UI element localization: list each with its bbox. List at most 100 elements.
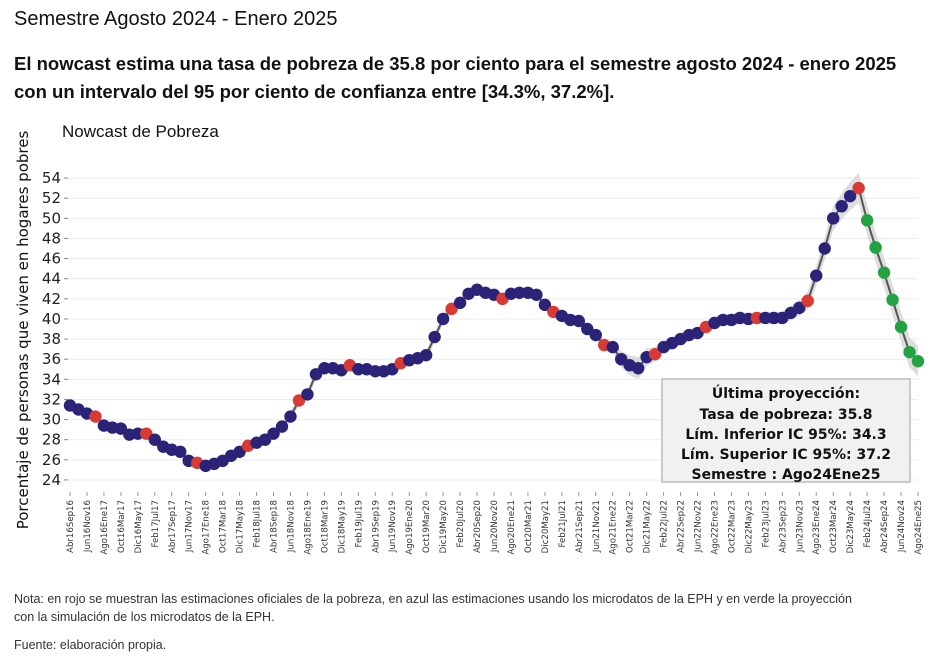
x-tick-label: Jun23Nov23 [795,500,805,553]
x-tick-label: Ago24Ene25 [914,500,924,555]
data-point-eph [369,365,382,378]
data-point-eph [835,200,848,213]
data-point-eph [530,288,543,301]
x-tick-label: Ago17Ene18 [202,500,212,555]
data-point-eph [419,348,433,362]
y-tick-label: 42 [42,290,61,308]
data-point-eph [513,286,526,299]
annotation-rate: Tasa de pobreza: 35.8 [700,407,873,423]
data-point-eph [301,388,314,401]
x-tick-label: Abr22Sep22 [677,500,687,553]
x-tick-label: Jun17Nov17 [185,500,195,553]
y-tick-label: 52 [42,189,61,207]
data-point-projection [886,293,899,307]
x-tick-label: Feb20Jul20 [456,500,466,547]
y-tick-label: 32 [42,390,61,408]
y-tick-label: 44 [42,270,61,288]
x-tick-label: Jun22Nov22 [694,500,704,553]
y-axis: 24 26 28 30 32 34 36 38 40 42 44 46 48 50 52 54 [42,169,68,489]
headline: El nowcast estima una tasa de pobreza de… [14,53,897,102]
x-tick-label: Ago20Ene21 [507,500,517,555]
data-point-eph [131,427,145,440]
x-tick-label: Abr24Sep24 [880,500,890,553]
x-tick-label: Oct23Mar24 [829,500,839,553]
x-tick-label: Dic19May20 [439,500,449,553]
x-tick-label: Dic21May22 [643,500,653,553]
x-tick-label: Abr18Sep18 [270,500,280,553]
y-tick-label: 24 [42,471,61,489]
chart-source: Fuente: elaboración propia. [14,638,167,652]
x-tick-label: Oct20Mar21 [524,500,534,553]
x-tick-label: Jun19Nov19 [388,500,398,553]
x-tick-label: Jun20Nov20 [490,500,500,553]
x-tick-label: Oct17Mar18 [219,500,229,553]
data-point-eph [810,269,823,282]
x-tick-label: Abr23Sep23 [778,500,788,553]
data-point-eph [843,189,857,203]
poverty-nowcast-chart: 24 26 28 30 32 34 36 38 40 42 44 46 48 50 52 54 Abr16Se… [14,131,925,555]
data-point-eph [267,427,280,440]
x-tick-label: Feb22Jul22 [660,500,670,547]
data-point-eph [793,301,806,315]
x-tick-label: Dic16May17 [134,500,144,553]
y-tick-label: 36 [42,350,61,368]
annotation-title: Última proyección: [712,384,860,402]
data-point-eph [284,410,297,423]
x-tick-label: Ago19Ene20 [405,500,415,555]
data-point-official [648,347,662,361]
data-point-eph [275,420,289,433]
x-tick-label: Oct21Mar22 [626,500,636,553]
x-tick-label: Abr16Sep16 [66,500,76,553]
y-tick-label: 48 [42,229,61,247]
annotation-semester: Semestre : Ago24Ene25 [692,467,881,483]
data-point-projection [869,241,882,254]
y-tick-label: 34 [42,370,61,388]
data-point-official [801,294,814,308]
data-point-eph [148,433,161,446]
y-tick-label: 54 [42,169,61,187]
data-point-eph [174,445,187,458]
point-layer [63,181,925,473]
data-point-eph [818,242,831,255]
x-tick-label: Abr17Sep17 [168,500,178,553]
data-point-eph [631,362,645,375]
x-tick-label: Jun16Nov16 [83,500,93,553]
annotation-upper-ci: Lím. Superior IC 95%: 37.2 [681,447,891,463]
x-tick-label: Jun24Nov24 [897,500,907,553]
data-point-eph [716,313,730,327]
data-point-official [852,181,865,195]
y-tick-label: 40 [42,310,61,328]
x-tick-label: Oct18Mar19 [320,500,330,553]
x-tick-label: Ago16Ene17 [100,500,110,555]
data-point-eph [759,311,772,325]
data-point-eph [572,314,585,328]
y-tick-label: 38 [42,330,61,348]
data-point-projection [877,266,891,279]
x-tick-label: Abr20Sep20 [473,500,483,553]
x-tick-label: Feb23Jul23 [761,500,771,547]
x-tick-label: Dic17May18 [236,500,246,553]
data-point-eph [827,212,840,225]
data-point-eph [767,311,781,325]
data-point-projection [894,320,908,334]
x-tick-label: Abr21Sep21 [575,500,585,553]
data-point-official [89,410,102,423]
x-tick-label: Ago23Ene24 [812,500,822,555]
x-tick-label: Ago21Ene22 [609,500,619,555]
y-tick-label: 46 [42,250,61,268]
x-tick-label: Feb19Jul19 [354,500,364,547]
x-tick-label: Dic22May23 [744,500,754,553]
chart-title: Nowcast de Pobreza [62,122,219,141]
annotation-box [661,378,911,483]
y-tick-label: 28 [42,431,61,449]
page-title: Semestre Agosto 2024 - Enero 2025 [14,8,338,30]
x-tick-label: Feb17Jul17 [151,500,161,547]
x-tick-label: Ago18Ene19 [303,500,313,555]
data-point-eph [428,330,441,344]
data-point-eph [436,312,450,326]
x-tick-label: Oct19Mar20 [422,500,432,553]
x-tick-label: Dic20May21 [541,500,551,553]
annotation-lower-ci: Lím. Inferior IC 95%: 34.3 [685,427,886,443]
data-point-eph [589,328,602,342]
x-tick-label: Jun18Nov18 [286,500,296,553]
